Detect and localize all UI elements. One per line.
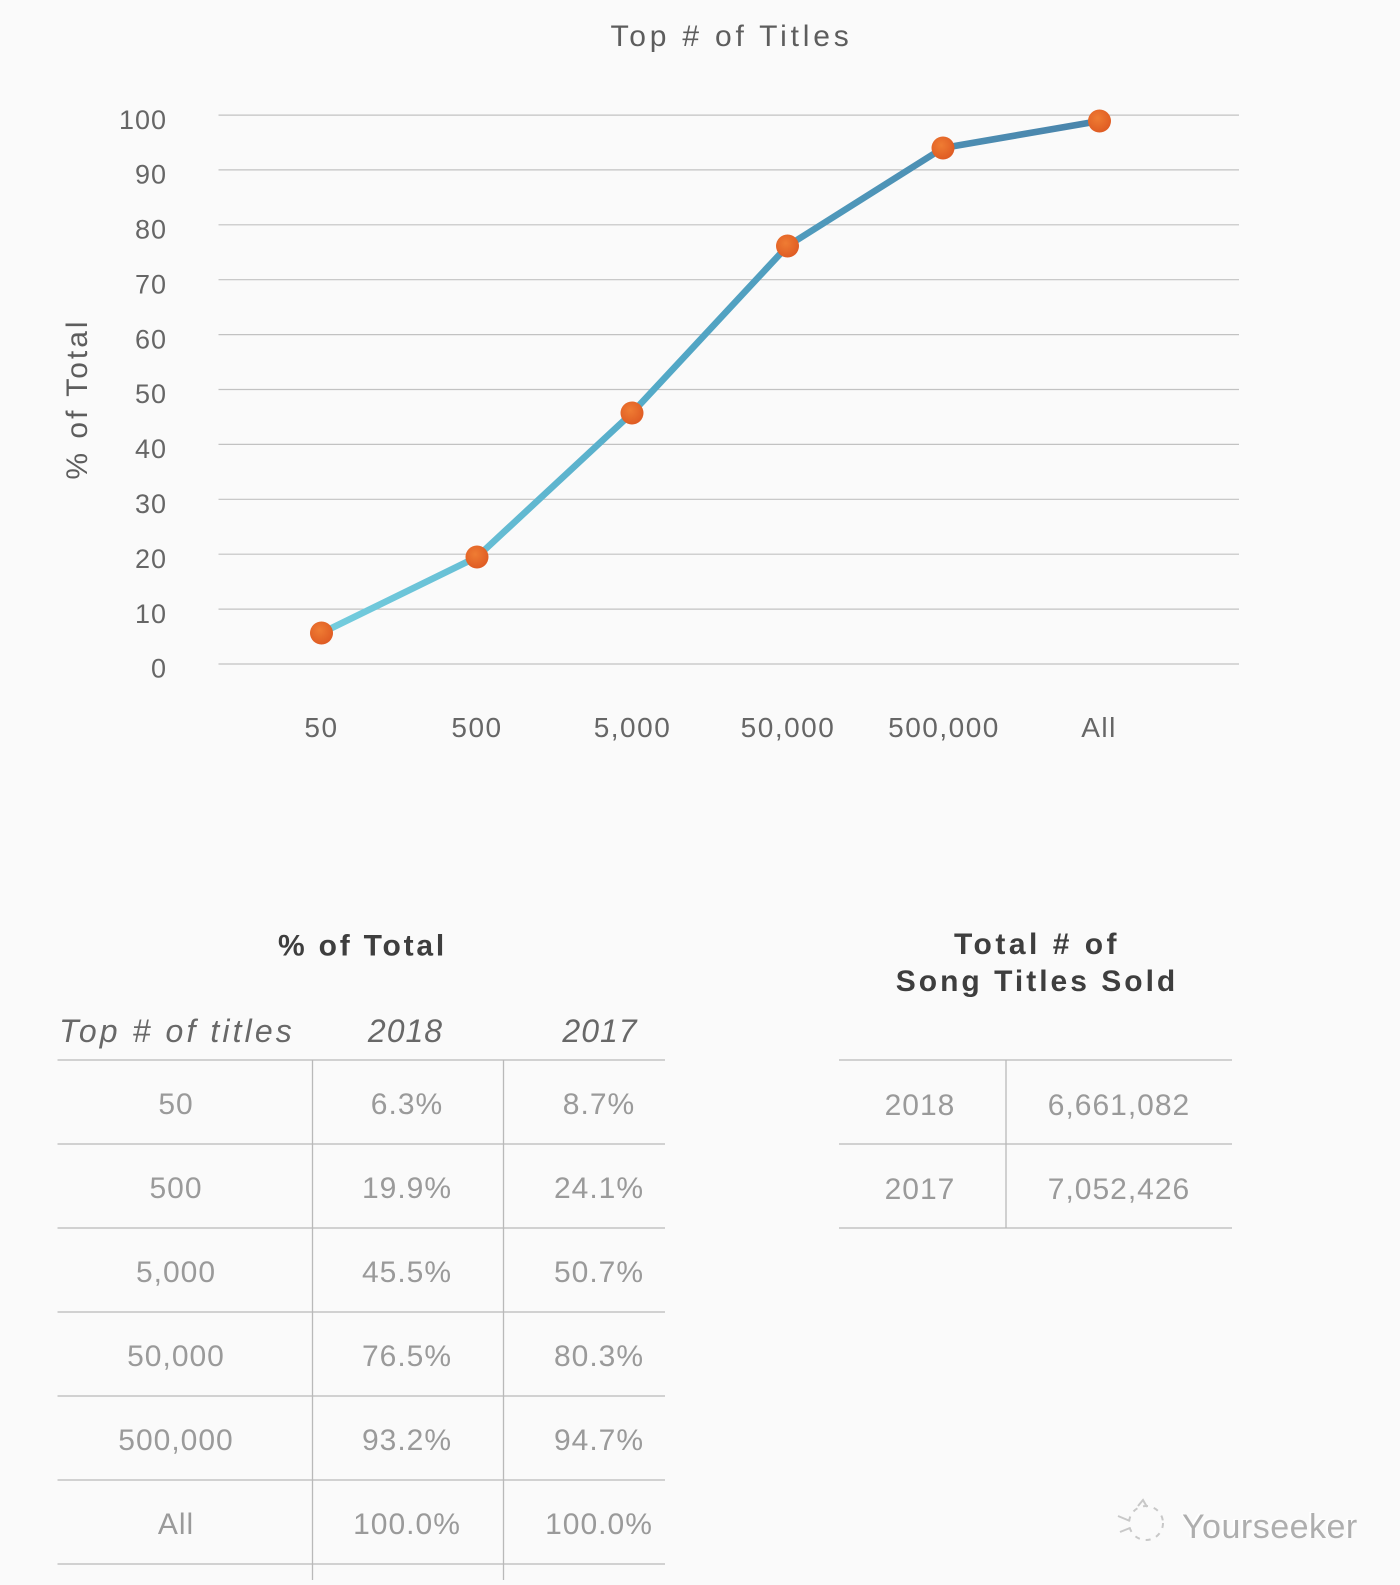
svg-text:76.5%: 76.5% [362,1340,452,1373]
svg-text:500,000: 500,000 [888,712,1000,743]
svg-text:8.7%: 8.7% [563,1088,635,1121]
svg-text:100: 100 [119,105,167,135]
svg-text:Top # of Titles: Top # of Titles [610,20,852,53]
svg-text:Yourseeker: Yourseeker [1180,1507,1356,1545]
svg-text:93.2%: 93.2% [362,1424,452,1457]
svg-text:6.3%: 6.3% [371,1088,443,1121]
svg-text:45.5%: 45.5% [362,1256,452,1289]
svg-text:500: 500 [149,1172,202,1205]
svg-text:Total # of: Total # of [954,928,1120,961]
svg-text:50: 50 [304,712,338,743]
svg-text:19.9%: 19.9% [362,1172,452,1205]
svg-text:Song Titles Sold: Song Titles Sold [896,965,1178,998]
svg-text:2018: 2018 [367,1013,443,1049]
svg-text:100.0%: 100.0% [545,1508,653,1541]
svg-text:50.7%: 50.7% [554,1256,644,1289]
svg-text:2017: 2017 [885,1173,956,1206]
svg-text:7,052,426: 7,052,426 [1048,1173,1190,1206]
svg-text:50: 50 [158,1088,193,1121]
svg-text:500,000: 500,000 [118,1424,233,1457]
svg-text:All: All [1081,712,1117,743]
svg-text:% of Total: % of Total [61,318,94,479]
svg-text:5,000: 5,000 [136,1256,216,1289]
svg-text:500: 500 [451,712,502,743]
svg-text:80: 80 [135,215,167,245]
svg-text:24.1%: 24.1% [554,1172,644,1205]
svg-text:2017: 2017 [561,1013,637,1049]
svg-text:10: 10 [135,599,167,629]
svg-text:20: 20 [135,544,167,574]
svg-text:50,000: 50,000 [741,712,836,743]
svg-text:Top # of titles: Top # of titles [59,1013,295,1049]
svg-text:80.3%: 80.3% [554,1340,644,1373]
svg-text:5,000: 5,000 [594,712,672,743]
svg-text:All: All [158,1508,194,1541]
svg-text:0: 0 [151,654,167,684]
svg-text:40: 40 [135,434,167,464]
svg-text:60: 60 [135,324,167,354]
svg-text:50,000: 50,000 [127,1340,225,1373]
svg-text:30: 30 [135,489,167,519]
svg-text:70: 70 [135,269,167,299]
svg-text:100.0%: 100.0% [353,1508,461,1541]
svg-text:90: 90 [135,160,167,190]
svg-text:50: 50 [135,379,167,409]
svg-text:% of Total: % of Total [278,930,447,963]
svg-text:6,661,082: 6,661,082 [1048,1089,1190,1122]
svg-text:Yourseeker: Yourseeker [1182,1508,1358,1546]
svg-text:2018: 2018 [885,1089,956,1122]
svg-text:94.7%: 94.7% [554,1424,644,1457]
